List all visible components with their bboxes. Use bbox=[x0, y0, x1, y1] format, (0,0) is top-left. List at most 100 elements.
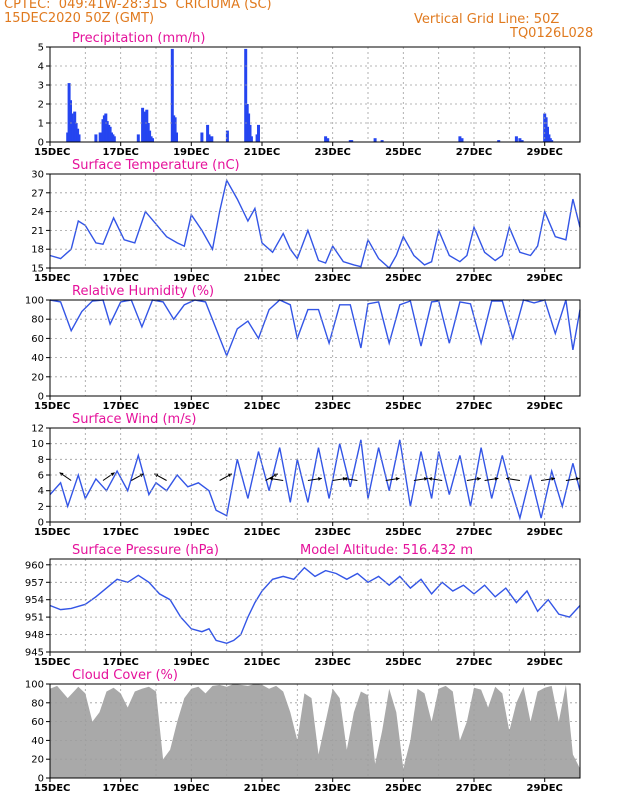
y-tick-label: 24 bbox=[31, 207, 44, 218]
precipitation-bar bbox=[520, 140, 524, 142]
precipitation-bar bbox=[77, 134, 81, 142]
x-tick-label: 27DEC bbox=[456, 273, 492, 284]
surface-temperature-nc-panel: 15 18 21 24 27 30 15DEC 17DEC 19DEC 21DEC 23DEC 25D… bbox=[31, 158, 581, 284]
y-tick-label: 20 bbox=[31, 372, 44, 383]
x-tick-label: 25DEC bbox=[385, 147, 421, 158]
x-tick-label: 15DEC bbox=[34, 273, 70, 284]
precipitation-bar bbox=[497, 140, 501, 142]
x-tick-label: 23DEC bbox=[315, 401, 351, 412]
x-tick-label: 23DEC bbox=[315, 147, 351, 158]
x-tick-label: 17DEC bbox=[103, 401, 139, 412]
x-tick-label: 19DEC bbox=[173, 147, 209, 158]
precipitation-bar bbox=[200, 132, 204, 142]
precipitation-bar bbox=[550, 140, 554, 142]
surface-temperature-nc-frame bbox=[49, 173, 581, 269]
x-tick-label: 17DEC bbox=[103, 657, 139, 668]
x-tick-label: 19DEC bbox=[173, 527, 209, 538]
y-tick-label: 12 bbox=[31, 424, 44, 435]
wind-vector-arrowhead bbox=[318, 477, 322, 481]
x-tick-label: 29DEC bbox=[527, 147, 563, 158]
precipitation-mm-h-frame bbox=[49, 46, 581, 143]
surface-pressure-hpa-frame bbox=[49, 558, 581, 653]
y-tick-label: 945 bbox=[25, 648, 44, 659]
wind-vector-arrowhead bbox=[428, 477, 433, 481]
y-tick-label: 2 bbox=[38, 100, 44, 111]
x-tick-label: 25DEC bbox=[385, 783, 421, 794]
precipitation-bar bbox=[206, 124, 210, 142]
precipitation-mm-h-title: Precipitation (mm/h) bbox=[72, 31, 205, 46]
y-tick-label: 15 bbox=[31, 264, 44, 275]
precipitation-bar bbox=[257, 124, 260, 142]
x-tick-label: 25DEC bbox=[385, 401, 421, 412]
x-tick-label: 21DEC bbox=[244, 783, 280, 794]
y-tick-label: 4 bbox=[38, 486, 44, 497]
precipitation-bar bbox=[94, 134, 98, 142]
x-tick-label: 23DEC bbox=[315, 657, 351, 668]
precipitation-bar bbox=[207, 134, 211, 142]
y-tick-label: 100 bbox=[25, 296, 44, 307]
precipitation-bar bbox=[326, 138, 330, 142]
x-tick-label: 19DEC bbox=[173, 273, 209, 284]
x-tick-label: 27DEC bbox=[456, 783, 492, 794]
precipitation-bar bbox=[173, 117, 177, 142]
x-tick-label: 21DEC bbox=[244, 147, 280, 158]
wind-vector-arrowhead bbox=[551, 477, 555, 481]
wind-vector-arrowhead bbox=[110, 472, 115, 477]
x-tick-label: 15DEC bbox=[34, 527, 70, 538]
surface-pressure-hpa-panel: 945 948 951 954 957 960 15DEC 17DEC 19DEC 21DEC 23… bbox=[25, 543, 581, 668]
y-tick-label: 80 bbox=[31, 315, 44, 326]
y-tick-label: 21 bbox=[31, 226, 44, 237]
x-tick-label: 19DEC bbox=[173, 401, 209, 412]
y-tick-label: 0 bbox=[38, 138, 44, 149]
precipitation-bar bbox=[248, 124, 252, 142]
relative-humidity-panel: 0 20 40 60 80 100 15DEC 17DEC 19DEC 21DEC 23DEC 25D… bbox=[25, 284, 581, 412]
y-tick-label: 6 bbox=[38, 471, 44, 482]
x-tick-label: 25DEC bbox=[385, 657, 421, 668]
precipitation-bar bbox=[170, 48, 174, 142]
y-tick-label: 20 bbox=[31, 755, 44, 766]
precipitation-bar bbox=[112, 136, 116, 142]
y-tick-label: 40 bbox=[31, 353, 44, 364]
surface-wind-m-s-panel: 0 2 4 6 8 10 12 15DEC 17DEC 19DEC 21DEC 23DEC 25DEC 2… bbox=[31, 412, 581, 538]
x-tick-label: 23DEC bbox=[315, 783, 351, 794]
x-tick-label: 23DEC bbox=[315, 273, 351, 284]
wind-vector-arrowhead bbox=[343, 477, 348, 481]
cloud-cover-area bbox=[50, 684, 580, 778]
y-tick-label: 948 bbox=[25, 630, 44, 641]
x-tick-label: 21DEC bbox=[244, 527, 280, 538]
precipitation-bar bbox=[175, 132, 178, 142]
precipitation-bar bbox=[136, 134, 140, 142]
wind-vector-arrowhead bbox=[506, 477, 510, 481]
y-tick-label: 100 bbox=[25, 680, 44, 691]
wind-vector-arrowhead bbox=[59, 472, 64, 477]
y-tick-label: 951 bbox=[25, 613, 44, 624]
y-tick-label: 0 bbox=[38, 392, 44, 403]
x-tick-label: 25DEC bbox=[385, 527, 421, 538]
x-tick-label: 29DEC bbox=[527, 527, 563, 538]
y-tick-label: 18 bbox=[31, 245, 44, 256]
precipitation-mm-h-panel: 0 1 2 3 4 5 15DEC 17DEC 19DEC 21DEC 23DEC 25DEC 27DE… bbox=[34, 31, 581, 158]
wind-vector-arrowhead bbox=[395, 477, 400, 481]
precipitation-bar bbox=[373, 138, 377, 142]
y-tick-label: 2 bbox=[38, 502, 44, 513]
surface-temperature-nc-title: Surface Temperature (nC) bbox=[72, 158, 240, 173]
y-tick-label: 60 bbox=[31, 717, 44, 728]
y-tick-label: 0 bbox=[38, 774, 44, 785]
x-tick-label: 15DEC bbox=[34, 783, 70, 794]
wind-vector-arrowhead bbox=[576, 477, 580, 481]
precipitation-bar bbox=[460, 138, 464, 142]
relative-humidity-line bbox=[49, 299, 581, 358]
surface-pressure-hpa-line bbox=[49, 566, 581, 645]
wind-vector-arrowhead bbox=[269, 477, 274, 481]
y-tick-label: 957 bbox=[25, 578, 44, 589]
cloud-cover-title: Cloud Cover (%) bbox=[72, 668, 178, 683]
y-tick-label: 0 bbox=[38, 518, 44, 529]
x-tick-label: 21DEC bbox=[244, 657, 280, 668]
x-tick-label: 27DEC bbox=[456, 527, 492, 538]
x-tick-label: 27DEC bbox=[456, 657, 492, 668]
x-tick-label: 17DEC bbox=[103, 147, 139, 158]
precipitation-bar bbox=[210, 136, 214, 142]
x-tick-label: 17DEC bbox=[103, 273, 139, 284]
relative-humidity-frame bbox=[49, 299, 581, 397]
y-tick-label: 5 bbox=[38, 43, 44, 54]
